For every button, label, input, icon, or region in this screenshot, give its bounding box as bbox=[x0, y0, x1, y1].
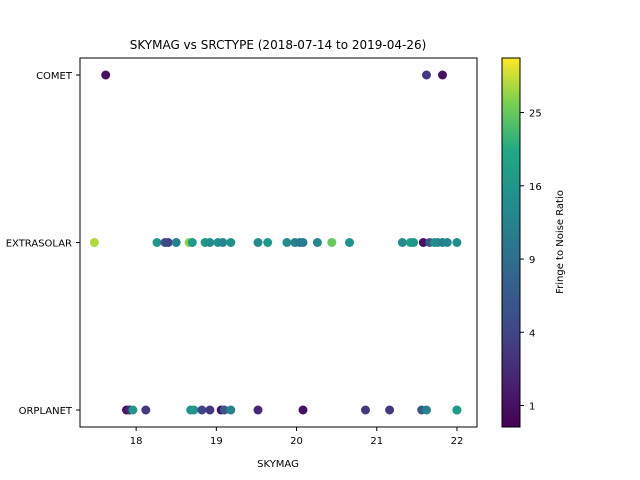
scatter-point bbox=[218, 238, 228, 247]
scatter-point bbox=[141, 405, 151, 415]
y-tick-label: ORPLANET bbox=[19, 406, 73, 417]
scatter-point bbox=[189, 405, 199, 415]
scatter-point bbox=[298, 238, 308, 247]
scatter-point bbox=[152, 238, 162, 247]
scatter-point bbox=[89, 238, 99, 247]
scatter-point bbox=[197, 405, 207, 415]
colorbar-tick-label: 16 bbox=[529, 182, 542, 193]
colorbar-tick-label: 25 bbox=[529, 109, 542, 120]
scatter-point bbox=[187, 238, 197, 247]
scatter-point bbox=[345, 238, 354, 247]
scatter-point bbox=[385, 405, 395, 415]
scatter-point bbox=[442, 238, 452, 247]
scatter-point bbox=[226, 238, 236, 247]
scatter-point bbox=[409, 238, 419, 247]
colorbar-tick-label: 4 bbox=[529, 328, 535, 339]
x-tick-label: 21 bbox=[370, 436, 383, 447]
colorbar-tick-label: 9 bbox=[529, 255, 535, 266]
scatter-point bbox=[422, 405, 431, 415]
scatter-point bbox=[312, 238, 322, 247]
scatter-point bbox=[361, 405, 370, 415]
x-tick-label: 18 bbox=[130, 436, 143, 447]
scatter-point bbox=[422, 70, 431, 80]
y-tick-label: COMET bbox=[36, 71, 73, 82]
scatter-points bbox=[89, 70, 462, 415]
colorbar-tick-label: 1 bbox=[529, 402, 535, 413]
scatter-point bbox=[452, 405, 462, 415]
colorbar-label: Fringe to Noise Ratio bbox=[555, 190, 566, 294]
scatter-point bbox=[205, 405, 215, 415]
colorbar-ticks: 1 4 9 16 25 bbox=[520, 109, 542, 413]
scatter-point bbox=[282, 238, 292, 247]
scatter-point bbox=[205, 238, 215, 247]
x-tick-label: 19 bbox=[210, 436, 223, 447]
chart-title: SKYMAG vs SRCTYPE (2018-07-14 to 2019-04… bbox=[130, 38, 427, 52]
scatter-point bbox=[452, 238, 462, 247]
y-axis: ORPLANET EXTRASOLAR COMET bbox=[6, 71, 80, 417]
scatter-point bbox=[163, 238, 173, 247]
scatter-point bbox=[298, 405, 308, 415]
colorbar bbox=[501, 57, 521, 428]
y-tick-label: EXTRASOLAR bbox=[6, 239, 72, 250]
x-tick-label: 22 bbox=[451, 436, 464, 447]
scatter-point bbox=[219, 405, 229, 415]
scatter-point bbox=[327, 238, 337, 247]
scatter-point bbox=[263, 238, 273, 247]
scatter-point bbox=[101, 70, 111, 80]
scatter-point bbox=[253, 405, 263, 415]
x-axis-label: SKYMAG bbox=[257, 459, 299, 470]
scatter-point bbox=[418, 238, 428, 247]
scatter-point bbox=[171, 238, 181, 247]
scatter-point bbox=[128, 405, 138, 415]
x-tick-label: 20 bbox=[290, 436, 303, 447]
scatter-point bbox=[397, 238, 407, 247]
scatter-point bbox=[226, 405, 236, 415]
scatter-point bbox=[253, 238, 263, 247]
scatter-point bbox=[438, 70, 447, 80]
x-axis: 18 19 20 21 22 bbox=[130, 427, 464, 447]
